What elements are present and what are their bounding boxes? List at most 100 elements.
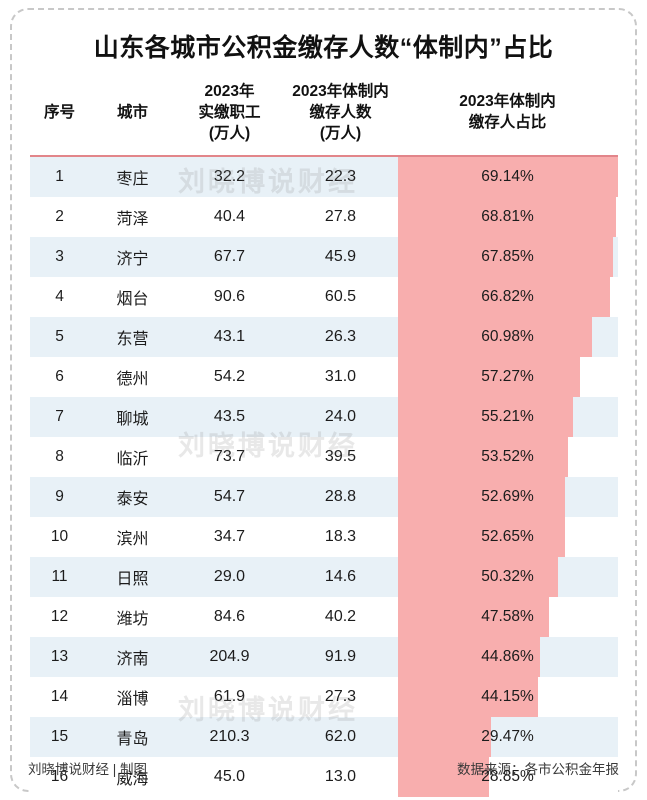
ratio-label: 55.21% — [481, 407, 534, 425]
cell-index: 3 — [29, 236, 90, 277]
column-header-city-label: 城市 — [116, 103, 148, 121]
ratio-label: 57.27% — [481, 367, 534, 385]
bar-wrapper: 44.86% — [397, 636, 618, 677]
cell-city: 枣庄 — [89, 155, 176, 197]
ratio-bar — [397, 396, 574, 437]
table-header-row: 序号 城市 2023年 实缴职工 (万人) 2023年体制内 缴存人数 (万人)… — [29, 74, 618, 157]
cell-workers: 84.6 — [175, 596, 284, 637]
cell-index: 7 — [29, 396, 90, 437]
cell-city: 济宁 — [89, 236, 176, 277]
column-header-inside-line1: 2023年体制内 — [292, 83, 389, 100]
cell-workers: 73.7 — [175, 436, 284, 477]
bar-wrapper: 52.69% — [397, 476, 618, 517]
ratio-label: 60.98% — [481, 327, 534, 345]
ratio-label: 66.82% — [481, 287, 534, 305]
cell-city: 德州 — [89, 356, 176, 397]
table-row: 10 滨州 34.7 18.3 52.65% — [29, 516, 618, 557]
bar-wrapper: 29.47% — [397, 716, 618, 757]
bar-wrapper: 60.98% — [397, 316, 618, 357]
cell-city: 青岛 — [89, 716, 176, 757]
ratio-label: 47.58% — [481, 607, 534, 625]
column-header-inside-line2: 缴存人数 — [309, 103, 372, 121]
cell-inside-count: 91.9 — [283, 636, 398, 677]
ratio-bar — [397, 556, 558, 597]
cell-inside-count: 45.9 — [283, 236, 398, 277]
cell-index: 4 — [29, 276, 90, 317]
bar-wrapper: 69.14% — [397, 156, 618, 197]
cell-inside-count: 13.0 — [283, 756, 398, 797]
cell-city: 临沂 — [89, 436, 176, 477]
cell-ratio-bar: 47.58% — [397, 596, 618, 637]
table-row: 4 烟台 90.6 60.5 66.82% — [29, 276, 618, 317]
cell-workers: 29.0 — [175, 556, 284, 597]
ratio-bar — [397, 636, 541, 677]
cell-ratio-bar: 68.81% — [397, 196, 618, 237]
cell-workers: 32.2 — [175, 155, 284, 197]
ratio-label: 52.69% — [481, 487, 534, 505]
cell-index: 12 — [29, 596, 90, 637]
cell-inside-count: 39.5 — [283, 436, 398, 477]
cell-index: 13 — [29, 636, 90, 677]
footer: 刘晓博说财经 | 制图 数据来源：各市公积金年报 — [28, 758, 619, 778]
cell-city: 聊城 — [89, 396, 176, 437]
cell-city: 泰安 — [89, 476, 176, 517]
cell-workers: 54.2 — [175, 356, 284, 397]
cell-city: 淄博 — [89, 676, 176, 717]
cell-ratio-bar: 67.85% — [397, 236, 618, 277]
cell-ratio-bar: 69.14% — [397, 155, 618, 197]
cell-ratio-bar: 28.85% — [397, 756, 618, 797]
table-row: 13 济南 204.9 91.9 44.86% — [29, 636, 618, 677]
cell-workers: 34.7 — [175, 516, 284, 557]
page-title: 山东各城市公积金缴存人数“体制内”占比 — [93, 34, 554, 62]
footer-credit: 刘晓博说财经 | 制图 — [28, 762, 148, 777]
cell-city: 日照 — [89, 556, 176, 597]
ratio-bar — [397, 516, 566, 557]
cell-ratio-bar: 29.47% — [397, 716, 618, 757]
cell-ratio-bar: 52.69% — [397, 476, 618, 517]
table-row: 6 德州 54.2 31.0 57.27% — [29, 356, 618, 397]
bar-wrapper: 67.85% — [397, 236, 618, 277]
cell-inside-count: 14.6 — [283, 556, 398, 597]
cell-workers: 90.6 — [175, 276, 284, 317]
ratio-label: 28.85% — [481, 767, 534, 785]
cell-city: 潍坊 — [89, 596, 176, 637]
cell-workers: 61.9 — [175, 676, 284, 717]
column-header-index-label: 序号 — [43, 103, 75, 121]
table-row: 12 潍坊 84.6 40.2 47.58% — [29, 596, 618, 637]
ratio-bar — [397, 476, 566, 517]
column-header-workers: 2023年 实缴职工 (万人) — [175, 74, 284, 157]
ratio-bar — [397, 156, 618, 197]
ratio-bar — [397, 276, 611, 317]
cell-ratio-bar: 52.65% — [397, 516, 618, 557]
cell-inside-count: 60.5 — [283, 276, 398, 317]
cell-ratio-bar: 55.21% — [397, 396, 618, 437]
cell-index: 5 — [29, 316, 90, 357]
ratio-label: 50.32% — [481, 567, 534, 585]
cell-index: 2 — [29, 196, 90, 237]
cell-inside-count: 24.0 — [283, 396, 398, 437]
bar-wrapper: 55.21% — [397, 396, 618, 437]
ratio-bar — [397, 596, 549, 637]
cell-ratio-bar: 50.32% — [397, 556, 618, 597]
cell-ratio-bar: 53.52% — [397, 436, 618, 477]
bar-wrapper: 50.32% — [397, 556, 618, 597]
column-header-ratio-line1: 2023年体制内 — [459, 93, 556, 111]
table-row: 7 聊城 43.5 24.0 55.21% — [29, 396, 618, 437]
cell-inside-count: 28.8 — [283, 476, 398, 517]
cell-inside-count: 62.0 — [283, 716, 398, 757]
table-row: 8 临沂 73.7 39.5 53.52% — [29, 436, 618, 477]
footer-source: 数据来源：各市公积金年报 — [457, 762, 619, 777]
cell-inside-count: 27.3 — [283, 676, 398, 717]
table-row: 14 淄博 61.9 27.3 44.15% — [29, 676, 618, 717]
cell-workers: 210.3 — [175, 716, 284, 757]
cell-workers: 43.5 — [175, 396, 284, 437]
ratio-label: 29.47% — [481, 727, 534, 745]
cell-city: 东营 — [89, 316, 176, 357]
ratio-bar — [397, 716, 492, 757]
column-header-workers-line1: 2023年 — [204, 83, 255, 100]
table-row: 11 日照 29.0 14.6 50.32% — [29, 556, 618, 597]
table-row: 5 东营 43.1 26.3 60.98% — [29, 316, 618, 357]
cell-index: 1 — [29, 155, 90, 197]
cell-inside-count: 40.2 — [283, 596, 398, 637]
